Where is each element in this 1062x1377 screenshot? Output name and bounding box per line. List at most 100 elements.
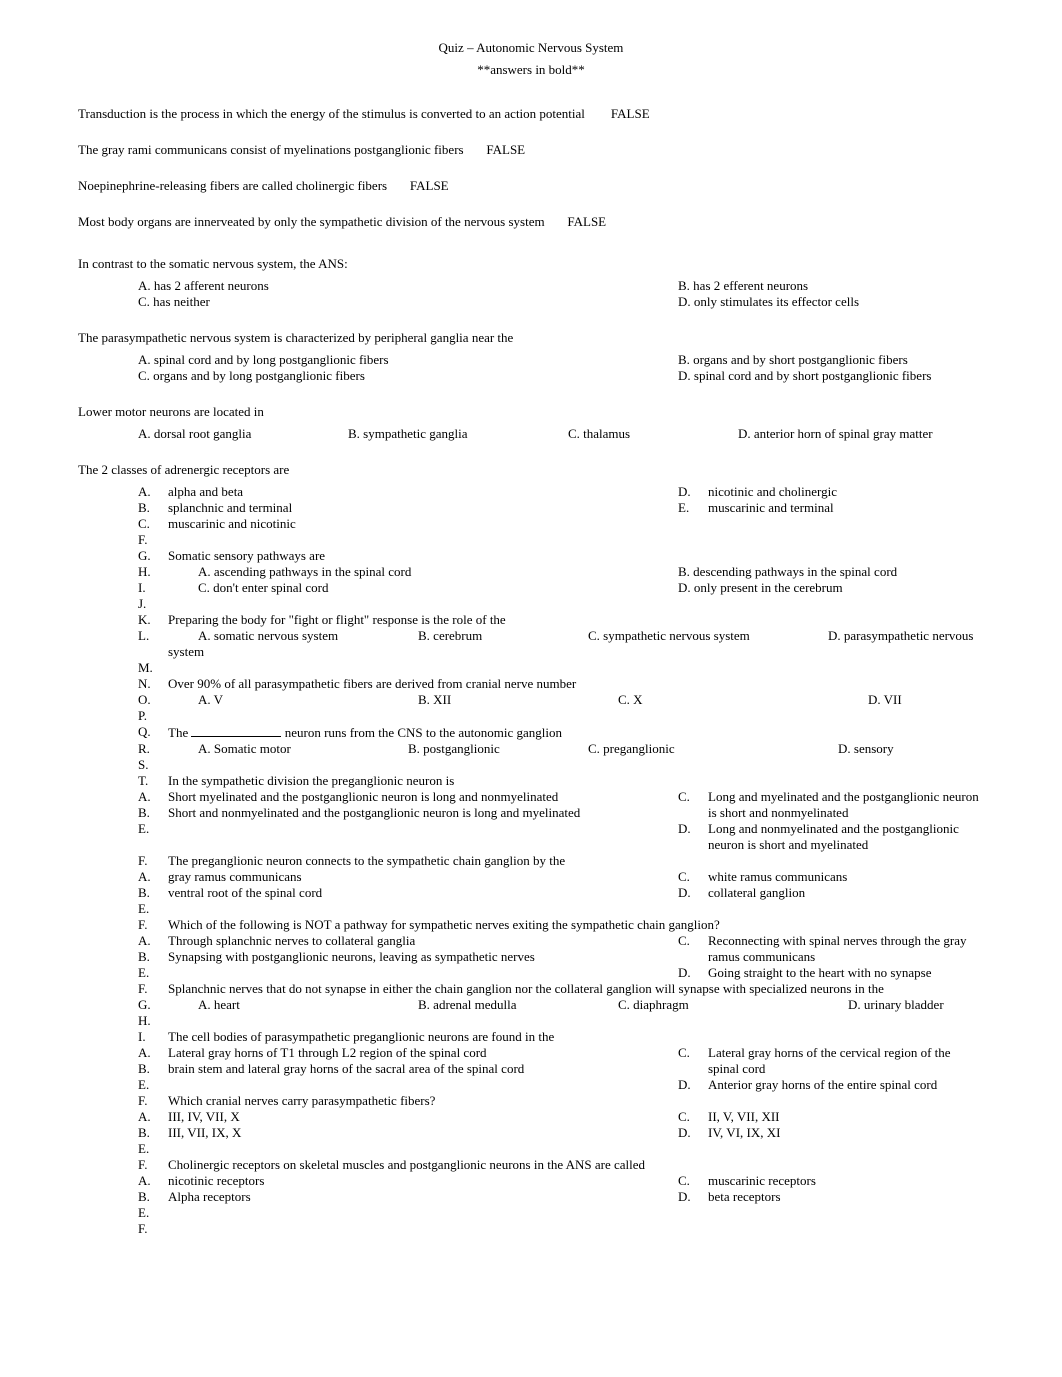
q9-j-l: J. <box>138 596 168 612</box>
q8-stem: The 2 classes of adrenergic receptors ar… <box>78 462 984 478</box>
q19-stem-row: F. Cholinergic receptors on skeletal mus… <box>78 1157 984 1173</box>
q5-d: D. only stimulates its effector cells <box>678 294 859 309</box>
q11-n-t: Over 90% of all parasympathetic fibers a… <box>168 676 984 692</box>
q18-b-l: B. <box>138 1125 168 1141</box>
doc-title: Quiz – Autonomic Nervous System <box>78 40 984 56</box>
q6-b: B. organs and by short postganglionic fi… <box>678 352 908 367</box>
q15-c-l: C. <box>678 933 708 965</box>
tf-a4: FALSE <box>567 214 606 229</box>
q13-t-l: T. <box>138 773 168 789</box>
q6-c: C. organs and by long postganglionic fib… <box>138 368 365 383</box>
q17-block: A.Lateral gray horns of T1 through L2 re… <box>78 1045 984 1093</box>
q15-b-t: Synapsing with postganglionic neurons, l… <box>168 949 678 965</box>
q7-a: A. dorsal root ganglia <box>138 426 251 441</box>
doc-subtitle: **answers in bold** <box>78 62 984 78</box>
q19-block: A.nicotinic receptors B.Alpha receptors … <box>78 1173 984 1237</box>
q8-d-t: nicotinic and cholinergic <box>708 484 984 500</box>
q15-a-l: A. <box>138 933 168 949</box>
q13-b-t: Short and nonmyelinated and the postgang… <box>168 805 678 821</box>
q11-opts: O. A. V B. XII C. X D. VII <box>78 692 984 708</box>
q19-c-l: C. <box>678 1173 708 1189</box>
q9-g-t: Somatic sensory pathways are <box>168 548 984 564</box>
q17-b-t: brain stem and lateral gray horns of the… <box>168 1061 678 1077</box>
q15-block: A.Through splanchnic nerves to collatera… <box>78 933 984 981</box>
q13-c-l: C. <box>678 789 708 821</box>
q16-f-t: Splanchnic nerves that do not synapse in… <box>168 981 984 997</box>
q13-stem-row: T. In the sympathetic division the prega… <box>78 773 984 789</box>
tf-q1: Transduction is the process in which the… <box>78 106 984 122</box>
tf-a1: FALSE <box>611 106 650 121</box>
q14-c-t: white ramus communicans <box>708 869 984 885</box>
q6-row1: A. spinal cord and by long postganglioni… <box>78 352 984 368</box>
q16-stem-row: F. Splanchnic nerves that do not synapse… <box>78 981 984 997</box>
q10-b: B. cerebrum <box>418 628 482 643</box>
q6-stem: The parasympathetic nervous system is ch… <box>78 330 984 346</box>
q14-b-t: ventral root of the spinal cord <box>168 885 678 901</box>
q13-a-t: Short myelinated and the postganglionic … <box>168 789 678 805</box>
q19-a-l: A. <box>138 1173 168 1189</box>
q14-d-l: D. <box>678 885 708 901</box>
q10-stem-row: K. Preparing the body for "fight or flig… <box>78 612 984 628</box>
tf-q1-text: Transduction is the process in which the… <box>78 106 585 121</box>
tf-q3: Noepinephrine-releasing fibers are calle… <box>78 178 984 194</box>
q8-e-t: muscarinic and terminal <box>708 500 984 516</box>
q14-b-l: B. <box>138 885 168 901</box>
q9-opts: H.A. ascending pathways in the spinal co… <box>78 564 984 612</box>
q17-a-t: Lateral gray horns of T1 through L2 regi… <box>168 1045 678 1061</box>
q19-b-t: Alpha receptors <box>168 1189 678 1205</box>
q6-row2: C. organs and by long postganglionic fib… <box>78 368 984 384</box>
tf-a3: FALSE <box>410 178 449 193</box>
q10-tail: system <box>168 644 984 660</box>
q16-f-l: F. <box>138 981 168 997</box>
q14-a-t: gray ramus communicans <box>168 869 678 885</box>
q17-i-l: I. <box>138 1029 168 1045</box>
q18-c-t: II, V, VII, XII <box>708 1109 984 1125</box>
q8-f-l: F. <box>138 532 168 548</box>
q14-f-t: The preganglionic neuron connects to the… <box>168 853 984 869</box>
q12-post: neuron runs from the CNS to the autonomi… <box>281 725 562 740</box>
q13-a-l: A. <box>138 789 168 805</box>
q17-stem-row: I. The cell bodies of parasympathetic pr… <box>78 1029 984 1045</box>
q13-d-l: D. <box>678 821 708 853</box>
q19-c-t: muscarinic receptors <box>708 1173 984 1189</box>
q10-l-l: L. <box>138 628 168 644</box>
q14-block: A.gray ramus communicans B.ventral root … <box>78 869 984 917</box>
q11-stem-row: N. Over 90% of all parasympathetic fiber… <box>78 676 984 692</box>
q17-c-t: Lateral gray horns of the cervical regio… <box>708 1045 984 1077</box>
tf-q4-text: Most body organs are innerveated by only… <box>78 214 545 229</box>
q12-a: A. Somatic motor <box>198 741 291 756</box>
q8-b-t: splanchnic and terminal <box>168 500 678 516</box>
q8-a-t: alpha and beta <box>168 484 678 500</box>
q17-c-l: C. <box>678 1045 708 1077</box>
tf-q2: The gray rami communicans consist of mye… <box>78 142 984 158</box>
q8-b-l: B. <box>138 500 168 516</box>
q9-d: D. only present in the cerebrum <box>678 580 984 596</box>
q6-a: A. spinal cord and by long postganglioni… <box>138 352 389 367</box>
q10-m-l: M. <box>138 660 168 676</box>
q5-row2: C. has neither D. only stimulates its ef… <box>78 294 984 310</box>
q17-b-l: B. <box>138 1061 168 1077</box>
q16-opts: G. A. heart B. adrenal medulla C. diaphr… <box>78 997 984 1013</box>
q14-e-l: E. <box>138 901 168 917</box>
q10-d: D. parasympathetic nervous <box>828 628 973 643</box>
q18-f-t: Which cranial nerves carry parasympathet… <box>168 1093 984 1109</box>
q10-k-t: Preparing the body for "fight or flight"… <box>168 612 984 628</box>
q15-f-t: Which of the following is NOT a pathway … <box>168 917 984 933</box>
q8-a-l: A. <box>138 484 168 500</box>
q17-d-t: Anterior gray horns of the entire spinal… <box>708 1077 984 1093</box>
q15-stem-row: F. Which of the following is NOT a pathw… <box>78 917 984 933</box>
q18-stem-row: F. Which cranial nerves carry parasympat… <box>78 1093 984 1109</box>
q14-d-t: collateral ganglion <box>708 885 984 901</box>
q13-e-l: E. <box>138 821 168 837</box>
q7-c: C. thalamus <box>568 426 630 441</box>
q13-d-t: Long and nonmyelinated and the postgangl… <box>708 821 984 853</box>
q16-d: D. urinary bladder <box>848 997 944 1012</box>
q12-d: D. sensory <box>838 741 894 756</box>
q18-c-l: C. <box>678 1109 708 1125</box>
q8-block: A.alpha and beta B.splanchnic and termin… <box>78 484 984 548</box>
q9-b: B. descending pathways in the spinal cor… <box>678 564 984 580</box>
q10-a: A. somatic nervous system <box>198 628 338 643</box>
q19-d-t: beta receptors <box>708 1189 984 1205</box>
q8-e-l: E. <box>678 500 708 516</box>
q15-d-t: Going straight to the heart with no syna… <box>708 965 984 981</box>
